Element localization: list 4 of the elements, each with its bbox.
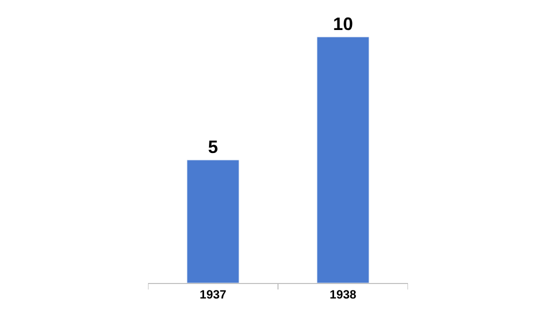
data-label: 5 [208,136,218,157]
data-label: 10 [332,14,354,34]
x-tick-label: 1938 [330,287,357,302]
x-tick-label: 1937 [200,287,227,302]
